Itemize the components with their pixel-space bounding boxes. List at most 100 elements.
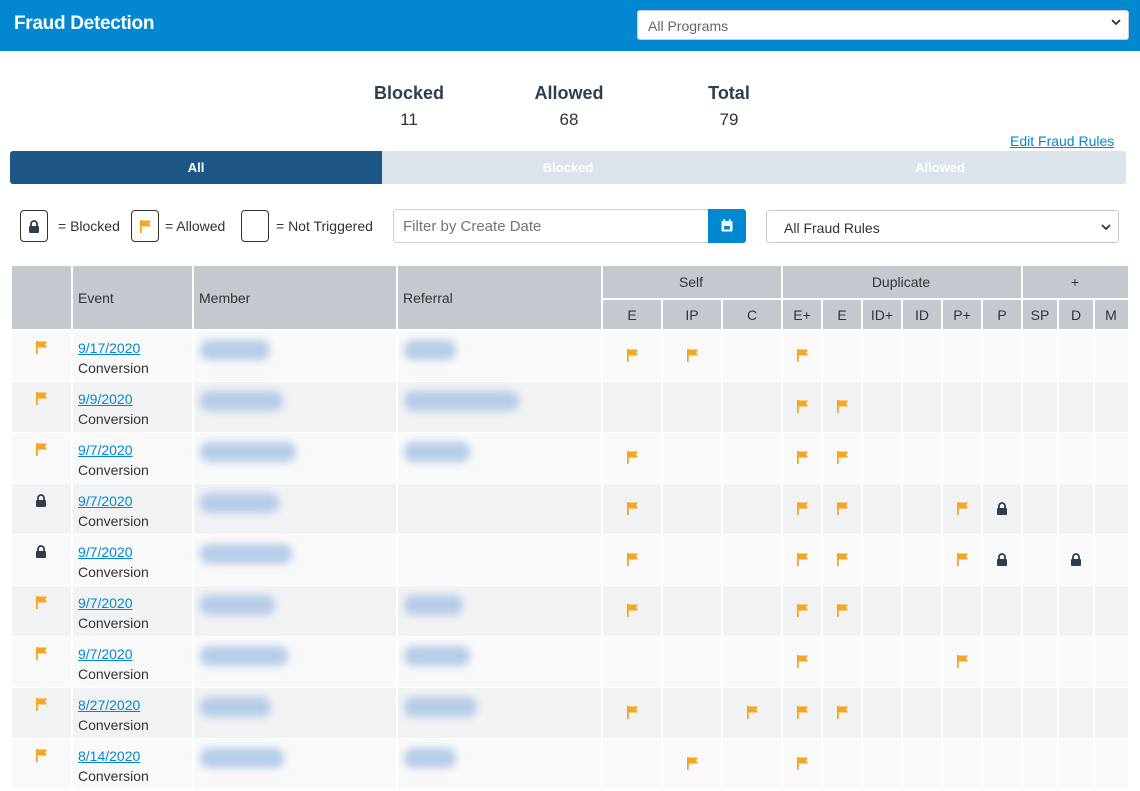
subcolumn-header: ID+ (870, 307, 894, 323)
referral-redacted (404, 697, 477, 717)
referral-redacted (404, 391, 519, 411)
group-header-self: Self (678, 274, 704, 290)
event-date-link[interactable]: 9/9/2020 (78, 391, 133, 407)
event-date-link[interactable]: 9/17/2020 (78, 340, 141, 356)
member-redacted (200, 595, 275, 615)
column-header-referral: Referral (403, 290, 453, 306)
event-type: Conversion (78, 360, 149, 376)
status-blocked (35, 545, 47, 563)
table-row (12, 331, 1128, 381)
flag-icon (36, 749, 47, 762)
edit-fraud-rules-link[interactable]: Edit Fraud Rules (1010, 133, 1115, 149)
rule-triggered-mark (836, 553, 849, 571)
flag-icon (687, 757, 698, 770)
tab-blocked[interactable]: Blocked (542, 160, 594, 175)
flag-icon (837, 451, 848, 464)
flag-icon (747, 706, 758, 719)
rule-triggered-mark (746, 706, 759, 724)
column-header-member: Member (199, 290, 251, 306)
status-allowed (35, 596, 48, 614)
fraud-rules-select-value: All Fraud Rules (784, 220, 880, 236)
fraud-table: Event Member Referral Self Duplicate + E… (12, 266, 1128, 791)
group-header-plus: + (1070, 274, 1080, 290)
column-divider (781, 266, 783, 790)
chevron-down-icon (1101, 224, 1111, 231)
rule-blocked-mark (1070, 553, 1082, 571)
event-date-link[interactable]: 9/7/2020 (78, 646, 133, 662)
event-date-link[interactable]: 8/14/2020 (78, 748, 141, 764)
member-redacted (200, 391, 283, 411)
referral-redacted (404, 748, 456, 768)
program-select[interactable]: All Programs (637, 10, 1129, 40)
calendar-button[interactable] (708, 209, 746, 243)
flag-icon (627, 349, 638, 362)
rule-triggered-mark (626, 553, 639, 571)
column-divider (901, 299, 903, 790)
subcolumn-header: ID (915, 307, 929, 323)
page-title: Fraud Detection (14, 13, 155, 34)
legend-not-triggered-box (241, 210, 269, 242)
flag-icon (797, 502, 808, 515)
flag-icon (837, 502, 848, 515)
stat-label: Allowed (534, 83, 604, 103)
rule-triggered-mark (626, 604, 639, 622)
flag-icon (627, 706, 638, 719)
rule-triggered-mark (956, 553, 969, 571)
flag-icon (36, 392, 47, 405)
flag-icon (36, 341, 47, 354)
column-divider (601, 266, 603, 790)
lock-icon (997, 502, 1007, 515)
event-date-link[interactable]: 8/27/2020 (78, 697, 141, 713)
flag-icon (797, 349, 808, 362)
legend-allowed-text: = Allowed (165, 218, 226, 234)
event-type: Conversion (78, 717, 149, 733)
column-divider (1057, 299, 1059, 790)
flag-icon (797, 706, 808, 719)
event-type: Conversion (78, 462, 149, 478)
group-header-duplicate: Duplicate (871, 274, 931, 290)
flag-icon (627, 451, 638, 464)
member-redacted (200, 442, 296, 462)
subcolumn-header: SP (1030, 307, 1050, 323)
event-date-link[interactable]: 9/7/2020 (78, 595, 133, 611)
flag-icon (957, 553, 968, 566)
event-date-link[interactable]: 9/7/2020 (78, 442, 133, 458)
stat-value: 11 (400, 110, 418, 129)
lock-icon (1071, 553, 1081, 566)
referral-redacted (404, 340, 456, 360)
rule-triggered-mark (836, 604, 849, 622)
event-type: Conversion (78, 666, 149, 682)
subcolumn-header: IP (685, 307, 699, 323)
event-date-link[interactable]: 9/7/2020 (78, 544, 133, 560)
status-allowed (35, 647, 48, 665)
status-allowed (35, 443, 48, 461)
member-redacted (200, 493, 279, 513)
flag-icon (797, 604, 808, 617)
fraud-rules-select[interactable]: All Fraud Rules (766, 210, 1119, 243)
create-date-filter-input[interactable] (393, 209, 709, 243)
stat-blocked: Blocked 11 (349, 83, 469, 130)
flag-icon (837, 706, 848, 719)
lock-icon (29, 220, 39, 233)
status-allowed (35, 341, 48, 359)
tab-all[interactable]: All (10, 151, 382, 184)
flag-icon (140, 220, 151, 233)
subcolumn-header: P (997, 307, 1007, 323)
flag-icon (797, 451, 808, 464)
column-divider (71, 266, 73, 790)
subcolumn-header: E (627, 307, 637, 323)
legend-not-triggered-text: = Not Triggered (276, 218, 373, 234)
rule-triggered-mark (626, 502, 639, 520)
subcolumn-header: P+ (953, 307, 971, 323)
rule-triggered-mark (686, 349, 699, 367)
referral-redacted (404, 646, 470, 666)
rule-triggered-mark (626, 706, 639, 724)
event-date-link[interactable]: 9/7/2020 (78, 493, 133, 509)
status-tabs: All Blocked Allowed (10, 151, 1126, 184)
stat-value: 79 (719, 110, 739, 129)
stat-total: Total 79 (669, 83, 789, 130)
subcolumn-header: E+ (793, 307, 811, 323)
subcolumn-header: D (1070, 307, 1082, 323)
tab-allowed[interactable]: Allowed (915, 160, 965, 175)
status-allowed (35, 698, 48, 716)
